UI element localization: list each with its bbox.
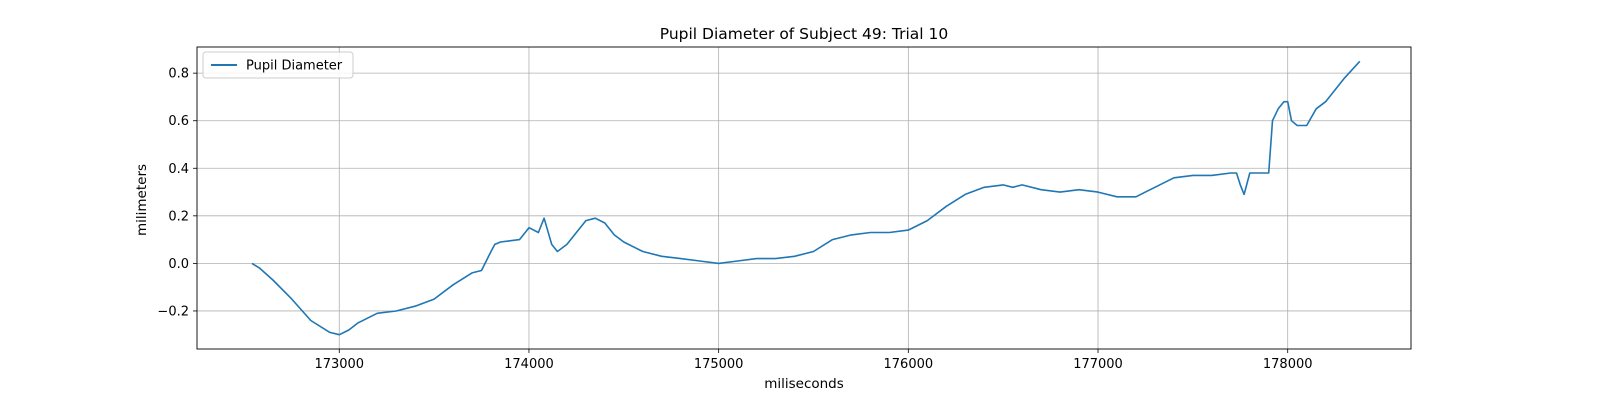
grid-lines xyxy=(197,47,1411,349)
y-tick-label: 0.8 xyxy=(168,67,189,82)
y-tick-label: 0.6 xyxy=(168,114,189,129)
x-tick-label: 176000 xyxy=(884,357,934,372)
plot-frame xyxy=(196,46,1412,350)
x-tick-label: 177000 xyxy=(1073,357,1123,372)
x-tick-label: 175000 xyxy=(694,357,744,372)
y-axis-ticks: −0.2 0.0 0.2 0.4 0.6 0.8 xyxy=(157,67,197,319)
y-tick-label: 0.2 xyxy=(168,209,189,224)
x-tick-label: 173000 xyxy=(314,357,364,372)
y-tick-label: −0.2 xyxy=(157,304,189,319)
legend-label: Pupil Diameter xyxy=(246,59,343,74)
x-axis-ticks: 173000 174000 175000 176000 177000 178000 xyxy=(314,349,1313,372)
legend: Pupil Diameter xyxy=(202,51,354,79)
y-axis-label: milimeters xyxy=(134,164,150,236)
series-line-pupil-diameter xyxy=(251,60,1361,336)
x-tick-label: 178000 xyxy=(1263,357,1313,372)
y-tick-label: 0.4 xyxy=(168,162,189,177)
y-tick-label: 0.0 xyxy=(168,257,189,272)
series-group xyxy=(251,60,1361,336)
x-tick-label: 174000 xyxy=(504,357,554,372)
chart-title: Pupil Diameter of Subject 49: Trial 10 xyxy=(660,25,949,43)
x-axis-label: miliseconds xyxy=(764,376,844,392)
legend-box xyxy=(202,51,354,79)
